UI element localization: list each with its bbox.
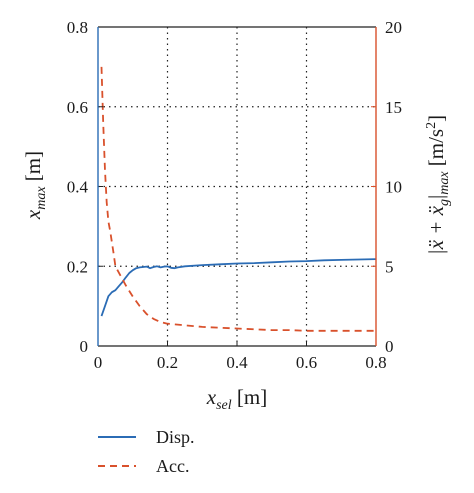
y-axis-left-label: xmax [m] <box>21 151 49 220</box>
x-tick-label: 0.6 <box>296 353 317 372</box>
x-tick-label: 0 <box>94 353 103 372</box>
x-tick-label: 0.4 <box>226 353 248 372</box>
y-right-tick-label: 20 <box>385 18 402 37</box>
legend-label-disp: Disp. <box>156 427 195 447</box>
y-left-tick-label: 0.8 <box>67 18 88 37</box>
y-right-tick-label: 10 <box>385 178 402 197</box>
legend-label-acc: Acc. <box>156 456 189 476</box>
y-left-tick-label: 0 <box>80 337 89 356</box>
plot-frame <box>97 26 377 347</box>
x-tick-label: 0.8 <box>365 353 386 372</box>
y-left-tick-label: 0.4 <box>67 178 89 197</box>
series-lines <box>100 66 377 332</box>
x-tick-label: 0.2 <box>157 353 178 372</box>
y-right-tick-label: 15 <box>385 98 402 117</box>
y-right-tick-label: 0 <box>385 337 394 356</box>
y-left-tick-label: 0.6 <box>67 98 88 117</box>
legend: Disp. Acc. <box>98 427 195 476</box>
y-right-tick-label: 5 <box>385 257 394 276</box>
y-axis-right-label: |ẍ + ẍg|max [m/s2] <box>424 115 452 255</box>
x-axis-label: xsel [m] <box>206 385 267 413</box>
grid-lines <box>98 27 376 346</box>
y-left-tick-label: 0.2 <box>67 257 88 276</box>
series-line-disp <box>100 258 377 317</box>
